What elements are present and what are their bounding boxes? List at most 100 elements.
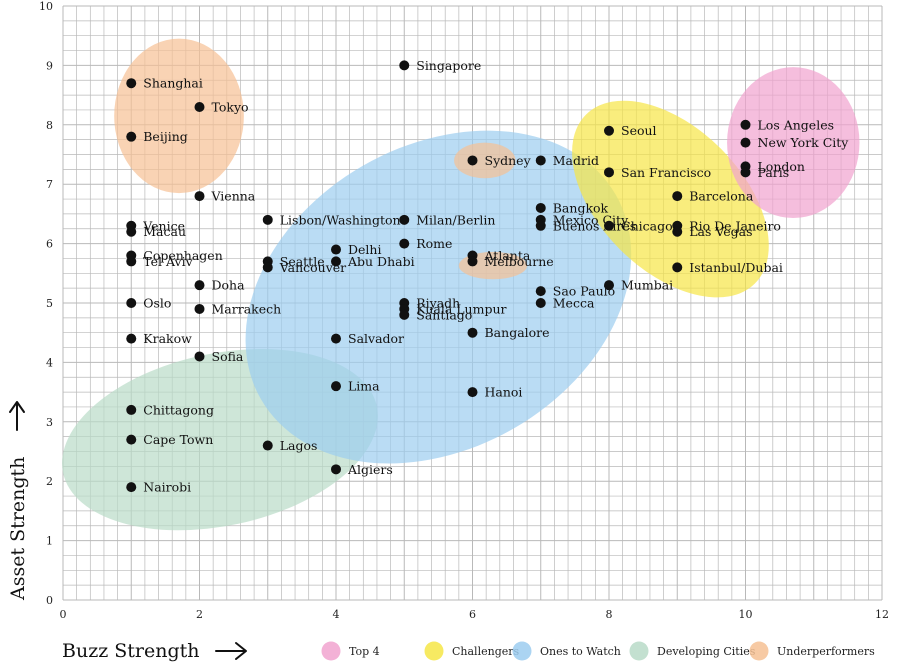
legend-swatch-top4 [321, 641, 341, 661]
y-tick-label: 2 [46, 475, 53, 488]
data-label: Sao Paulo [553, 284, 615, 299]
data-point [672, 191, 683, 202]
data-point [126, 298, 137, 308]
data-point [467, 327, 478, 338]
x-tick-label: 2 [196, 608, 203, 621]
data-point [535, 298, 546, 308]
data-label: Algiers [347, 462, 393, 477]
data-label: Bangkok [553, 200, 609, 215]
data-label: San Francisco [621, 165, 711, 180]
data-label: New York City [758, 135, 850, 150]
cluster-ones_to_watch [245, 130, 632, 464]
data-point [672, 262, 683, 273]
data-label: Oslo [143, 296, 171, 311]
data-point [331, 381, 341, 392]
data-label: Rome [416, 236, 452, 251]
y-tick-label: 5 [46, 297, 53, 310]
data-label: London [758, 159, 805, 174]
data-point [467, 387, 478, 398]
y-axis-title: Asset Strength [7, 457, 29, 601]
data-point [535, 286, 546, 297]
data-point [194, 191, 205, 202]
legend-label-ones_to_watch: Ones to Watch [540, 645, 621, 658]
data-label: Seattle [280, 254, 325, 269]
cluster-top4 [727, 67, 860, 219]
y-tick-label: 10 [39, 0, 53, 13]
data-point [126, 434, 137, 445]
data-label: Santiago [416, 307, 472, 322]
x-tick-label: 10 [739, 608, 753, 621]
data-point [126, 256, 137, 267]
data-point [331, 256, 341, 267]
legend-label-challengers: Challengers [452, 645, 519, 658]
data-label: Riyadh [416, 296, 460, 311]
data-point [535, 155, 546, 166]
data-label: Mumbai [621, 278, 673, 293]
x-tick-label: 6 [469, 608, 476, 621]
x-tick-label: 0 [60, 608, 67, 621]
data-label: Lagos [280, 438, 318, 453]
data-label: Chittagong [143, 402, 214, 417]
data-point [126, 226, 137, 237]
data-point [604, 220, 614, 231]
x-tick-label: 12 [875, 608, 889, 621]
data-label: Salvador [348, 331, 404, 346]
data-point [535, 202, 546, 213]
data-point [399, 60, 410, 71]
data-label: Rio De Janeiro [689, 218, 781, 233]
x-axis-title: Buzz Strength [62, 640, 200, 662]
data-point [604, 125, 614, 136]
data-point [194, 101, 205, 112]
y-tick-label: 1 [46, 535, 53, 548]
data-label: Sofia [212, 349, 244, 364]
y-tick-label: 7 [46, 178, 53, 191]
data-label: Paris [758, 165, 790, 180]
data-label: Vancouver [279, 260, 346, 275]
data-point [672, 226, 683, 237]
data-label: Cape Town [143, 432, 213, 447]
data-point [126, 333, 137, 344]
data-label: Tokyo [212, 99, 249, 114]
data-label: Bangalore [485, 325, 550, 340]
data-point [399, 238, 410, 249]
x-tick-label: 4 [333, 608, 340, 621]
data-label: Nairobi [143, 480, 191, 495]
data-point [535, 220, 546, 231]
data-point [399, 214, 410, 225]
legend-swatch-developing [629, 641, 649, 661]
data-point [399, 309, 410, 320]
data-label: Istanbul/Dubai [689, 260, 783, 275]
data-point [467, 155, 478, 166]
cluster-ellipses [62, 38, 860, 531]
data-point [740, 137, 751, 148]
data-point [740, 167, 751, 178]
y-tick-label: 0 [46, 594, 53, 607]
data-point [126, 78, 137, 89]
cluster-underperformers [114, 38, 244, 194]
data-label: Abu Dhabi [347, 254, 415, 269]
data-point [126, 131, 137, 142]
cluster-underperformers [454, 142, 516, 179]
data-label: Chicago [621, 218, 673, 233]
data-label: Seoul [621, 123, 657, 138]
data-label: Doha [212, 278, 246, 293]
data-point [194, 351, 205, 362]
x-tick-label: 8 [606, 608, 613, 621]
data-label: Singapore [416, 58, 481, 73]
data-point [331, 333, 341, 344]
data-point [126, 482, 137, 493]
y-tick-label: 4 [46, 356, 53, 369]
data-point [194, 280, 205, 291]
y-tick-label: 8 [46, 119, 53, 132]
data-point [262, 262, 273, 273]
data-label: Krakow [143, 331, 192, 346]
data-label: Tel Aviv [143, 254, 193, 269]
data-point [467, 256, 478, 267]
data-label: Vienna [211, 189, 256, 204]
legend-swatch-ones_to_watch [512, 641, 532, 661]
data-label: Mecca [553, 296, 595, 311]
y-tick-label: 9 [46, 59, 53, 72]
